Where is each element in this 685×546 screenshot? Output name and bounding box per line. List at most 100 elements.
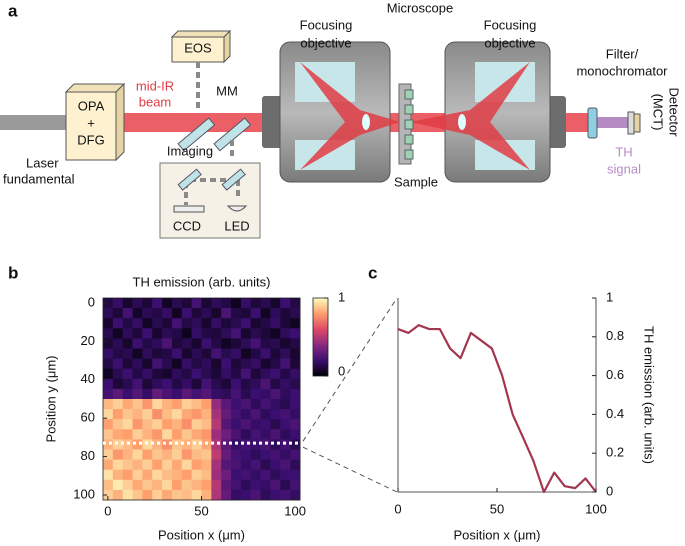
heatmap-cell: [290, 358, 301, 370]
heatmap-cell: [290, 469, 301, 481]
heatmap-cell: [240, 439, 252, 450]
y-tick-label: 40: [81, 371, 95, 386]
heatmap-cell: [250, 358, 261, 370]
heatmap-cell: [240, 409, 252, 420]
label: Focusing: [300, 17, 353, 32]
heatmap-cell: [152, 338, 163, 349]
heatmap-cell: [152, 449, 163, 460]
heatmap-cell: [260, 358, 271, 370]
heatmap-cell: [142, 449, 153, 460]
heatmap-cell: [122, 368, 133, 380]
heatmap-cell: [162, 419, 173, 430]
heatmap-cell: [142, 318, 153, 329]
heatmap-cell: [162, 328, 173, 339]
heatmap-cell: [250, 328, 261, 339]
heatmap-cell: [290, 368, 301, 380]
heatmap-cell: [152, 318, 163, 329]
heatmap-cell: [181, 449, 193, 460]
heatmap-cell: [103, 449, 114, 460]
colorbar-tick-label: 0: [338, 363, 345, 378]
heatmap-cell: [201, 368, 212, 380]
heatmap-cell: [201, 318, 212, 329]
heatmap-cell: [171, 429, 183, 440]
heatmap-cell: [231, 409, 242, 420]
heatmap-cell: [280, 449, 291, 460]
y-tick-label: 100: [73, 486, 95, 501]
heatmap-cell: [191, 449, 202, 460]
heatmap-cell: [231, 338, 242, 349]
heatmap-cell: [231, 368, 242, 380]
heatmap-cell: [201, 419, 212, 430]
heatmap-cell: [112, 489, 124, 501]
heatmap-cell: [250, 409, 261, 420]
heatmap-cell: [152, 409, 163, 420]
heatmap-cell: [162, 308, 173, 319]
heatmap-cell: [211, 328, 222, 339]
heatmap-cell: [132, 419, 143, 430]
heatmap-cell: [181, 308, 193, 319]
th-beam: [597, 117, 630, 128]
heatmap-cell: [132, 439, 143, 450]
heatmap-cell: [211, 439, 222, 450]
mirror: [213, 117, 252, 152]
heatmap-cell: [142, 388, 153, 400]
heatmap-cell: [290, 459, 301, 471]
heatmap-cell: [171, 419, 183, 430]
label: +: [87, 115, 95, 130]
heatmap-cell: [162, 298, 173, 309]
heatmap-cell: [142, 469, 153, 481]
heatmap-cell: [270, 338, 281, 349]
x-tick-label: 0: [394, 501, 401, 516]
heatmap-cell: [231, 429, 242, 440]
colorbar-tick-label: 1: [338, 289, 345, 304]
heatmap-cell: [171, 489, 183, 501]
heatmap-cell: [260, 388, 271, 400]
heatmap-cell: [240, 429, 252, 440]
heatmap-cell: [240, 338, 252, 349]
heatmap-cell: [122, 429, 133, 440]
heatmap-cell: [290, 328, 301, 339]
heatmap-cell: [103, 419, 114, 430]
heatmap-cell: [250, 419, 261, 430]
heatmap-cell: [231, 388, 242, 400]
heatmap-cell: [152, 399, 163, 410]
heatmap-cell: [290, 298, 301, 309]
heatmap-cell: [152, 328, 163, 339]
heatmap-cell: [240, 419, 252, 430]
heatmap-cell: [142, 419, 153, 430]
heatmap-cell: [270, 489, 281, 501]
heatmap-cell: [221, 429, 232, 440]
heatmap-cell: [162, 449, 173, 460]
eos-box: [170, 29, 232, 64]
x-tick-label: 0: [104, 503, 111, 518]
heatmap-cell: [152, 348, 163, 359]
objective-right: [410, 41, 566, 183]
heatmap-cell: [103, 298, 114, 309]
heatmap-cell: [221, 479, 232, 491]
heatmap-cell: [171, 399, 183, 410]
heatmap-cell: [260, 419, 271, 430]
colorbar: [312, 297, 329, 377]
heatmap-cell: [162, 469, 173, 481]
heatmap-cell: [231, 308, 242, 319]
heatmap-cell: [162, 489, 173, 501]
heatmap-cell: [181, 298, 193, 309]
panel-label: c: [368, 263, 377, 282]
heatmap-cell: [250, 429, 261, 440]
label: mid-IR: [136, 78, 174, 93]
heatmap-cell: [171, 298, 183, 309]
heatmap-cell: [231, 318, 242, 329]
heatmap-cell: [122, 449, 133, 460]
heatmap-cell: [240, 368, 252, 380]
heatmap-cell: [250, 399, 261, 410]
heatmap-cell: [191, 489, 202, 501]
heatmap-cell: [280, 469, 291, 481]
heatmap-cell: [142, 358, 153, 370]
heatmap-cell: [122, 338, 133, 349]
heatmap-cell: [142, 459, 153, 471]
heatmap-cell: [290, 338, 301, 349]
heatmap-cell: [270, 459, 281, 471]
label: objective: [300, 35, 351, 50]
heatmap-cell: [270, 368, 281, 380]
heatmap-cell: [181, 368, 193, 380]
